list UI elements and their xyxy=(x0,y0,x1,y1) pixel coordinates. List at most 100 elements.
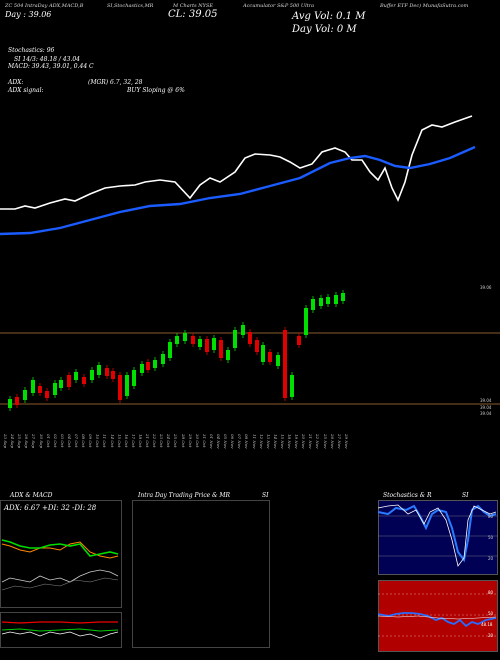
macd-histogram-line xyxy=(1,628,119,632)
adx-lines xyxy=(1,539,119,591)
date-label: 23 Sep xyxy=(3,434,8,449)
date-label: 29 Oct xyxy=(187,434,193,448)
date-label: 18 Oct xyxy=(137,434,143,448)
rsi-panel xyxy=(378,580,498,652)
candle-body xyxy=(241,325,245,335)
avg-vol: Avg Vol: 0.1 M xyxy=(292,11,366,22)
minus-di-line xyxy=(1,541,119,559)
candle-body xyxy=(8,399,12,408)
date-label: 25 Oct xyxy=(173,434,179,448)
candle-body xyxy=(90,370,94,380)
date-label: 09 Oct xyxy=(88,434,94,448)
rsi-value: 48.18 xyxy=(481,622,493,627)
date-label: 11 Nov xyxy=(251,434,257,449)
candle-body xyxy=(276,355,280,366)
stoch-level-50: 50 xyxy=(488,535,494,540)
header-seg-e: Buffer ETF Dec) MunafaSutra.com xyxy=(380,3,469,9)
candle-body xyxy=(326,297,330,304)
date-label: 20 Nov xyxy=(301,434,307,449)
price-label-low-2: 39.04 xyxy=(480,405,492,410)
candle-body xyxy=(53,383,57,395)
price-line xyxy=(0,115,473,210)
date-label: 05 Nov xyxy=(223,434,229,449)
candle-body xyxy=(219,340,223,358)
date-label: 22 Nov xyxy=(315,434,321,449)
date-label: 26 Sep xyxy=(24,434,30,449)
candle-body xyxy=(175,336,179,344)
candle-body xyxy=(268,352,272,362)
candle-body xyxy=(283,330,287,398)
price-ma-chart xyxy=(0,115,476,236)
day-label: Day : 39.06 xyxy=(5,10,52,19)
price-label-low-3: 39.04 xyxy=(480,411,492,416)
date-label: 24 Oct xyxy=(166,434,172,448)
candle-body xyxy=(255,340,259,352)
candle-body xyxy=(146,362,150,370)
candle-body xyxy=(153,360,157,368)
intraday-panel xyxy=(132,500,270,648)
candle-body xyxy=(67,375,71,387)
date-label: 07 Oct xyxy=(74,434,79,448)
candle-body xyxy=(74,372,78,380)
date-label: 19 Nov xyxy=(294,434,300,449)
adx-values: (MGR) 6.7, 32, 28 xyxy=(88,79,143,86)
date-label: 14 Oct xyxy=(109,434,115,448)
candlestick-chart xyxy=(0,290,500,411)
macd-panel xyxy=(0,612,122,648)
rsi-level-50: 50 xyxy=(488,611,494,616)
date-label: 25 Nov xyxy=(322,434,328,449)
candle-body xyxy=(290,375,294,397)
candle-body xyxy=(311,299,315,310)
date-label: 16 Oct xyxy=(123,434,129,448)
date-label: 21 Nov xyxy=(308,434,314,449)
adx-signal: ADX signal: xyxy=(8,87,44,94)
date-label: 12 Nov xyxy=(258,434,264,449)
date-label: 11 Oct xyxy=(102,434,108,448)
date-label: 27 Sep xyxy=(31,434,37,449)
buy-signal: BUY Sloping @ 6% xyxy=(127,87,185,94)
day-vol: Day Vol: 0 M xyxy=(292,24,357,35)
header-seg-d: Accumulator S&P 500 Ultra xyxy=(243,3,315,9)
date-label: 15 Nov xyxy=(279,434,285,449)
macd-line xyxy=(1,631,119,639)
header-seg-c: M Charts NYSE xyxy=(173,3,214,9)
date-label: 25 Sep xyxy=(17,434,23,449)
intraday-si: SI xyxy=(262,492,269,499)
candle-body xyxy=(168,342,172,358)
candle-body xyxy=(226,350,230,360)
candle-body xyxy=(341,293,345,301)
date-label: 15 Oct xyxy=(116,434,122,448)
plus-di-line xyxy=(1,539,119,557)
adx-secondary-line xyxy=(1,577,119,591)
candle-body xyxy=(31,380,35,393)
date-label: 18 Nov xyxy=(287,434,292,449)
candle-body xyxy=(105,368,109,376)
date-label: 24 Sep xyxy=(10,434,16,449)
rsi-level-20: 20 xyxy=(488,633,494,638)
stoch-d-line xyxy=(378,504,497,567)
date-axis: 23 Sep 24 Sep 25 Sep 26 Sep 27 Sep 30 Sep 01 O… xyxy=(0,432,500,482)
date-label: 26 Nov xyxy=(329,434,335,449)
date-label: 08 Oct xyxy=(81,434,87,448)
date-label: 10 Oct xyxy=(95,434,101,448)
candle-body xyxy=(261,345,265,362)
date-label: 27 Nov xyxy=(336,434,342,449)
candle-body xyxy=(248,332,252,344)
date-label: 03 Oct xyxy=(59,434,65,448)
date-label: 28 Oct xyxy=(180,434,186,448)
rsi-lines xyxy=(378,593,498,637)
stoch-k-line xyxy=(378,504,497,563)
date-label: 30 Oct xyxy=(194,434,200,448)
candle-body xyxy=(198,339,202,347)
date-label: 04 Nov xyxy=(216,434,221,449)
candle-body xyxy=(212,338,216,350)
date-label: 29 Nov xyxy=(343,434,349,449)
candle-body xyxy=(319,298,323,306)
candle-body xyxy=(38,386,42,393)
price-label-top: 39.06 xyxy=(480,285,492,290)
close-label: CL: 39.05 xyxy=(168,9,218,20)
candle-body xyxy=(82,377,86,384)
candle-body xyxy=(97,365,101,375)
candle-body xyxy=(118,375,122,400)
date-label: 02 Oct xyxy=(52,434,58,448)
